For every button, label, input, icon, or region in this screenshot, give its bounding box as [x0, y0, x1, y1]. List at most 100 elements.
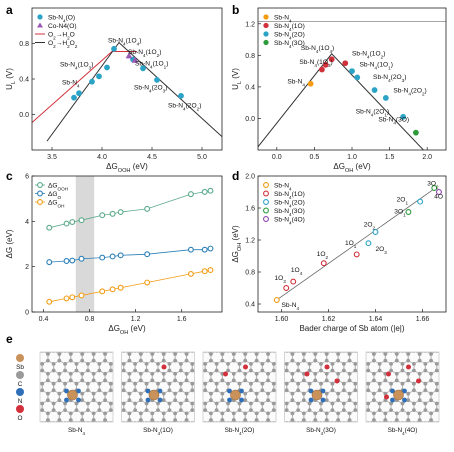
carbon-atom [232, 412, 236, 416]
carbon-atom [198, 412, 202, 416]
carbon-atom [145, 349, 149, 353]
data-label: Sb-N4 [282, 302, 300, 311]
bond [194, 430, 200, 433]
carbon-atom [190, 408, 194, 412]
bond [199, 311, 205, 314]
carbon-atom [215, 388, 219, 392]
carbon-atom [133, 349, 137, 353]
bond [215, 321, 221, 324]
carbon-atom [198, 418, 202, 422]
data-point [413, 130, 418, 135]
bond [31, 321, 37, 324]
bond [412, 331, 418, 334]
bond [59, 430, 65, 433]
carbon-atom [260, 382, 264, 386]
legend-swatch [264, 200, 269, 205]
bond [232, 341, 238, 344]
bond [298, 311, 304, 314]
carbon-atom [86, 388, 90, 392]
bond [247, 311, 253, 314]
bond [187, 430, 193, 433]
bond [71, 341, 77, 344]
bond [54, 430, 60, 433]
carbon-atom [116, 412, 120, 416]
bond [395, 440, 401, 443]
bond [2, 420, 8, 423]
bond [77, 321, 83, 324]
bond [101, 440, 107, 443]
carbon-atom [145, 382, 149, 386]
carbon-atom [249, 421, 253, 425]
panel-letter-d: d [232, 169, 239, 183]
bond [14, 351, 20, 354]
bond [128, 430, 134, 433]
bond [151, 321, 157, 324]
carbon-atom [179, 362, 183, 366]
bond [372, 440, 378, 443]
carbon-atom [35, 379, 39, 383]
bond [25, 410, 31, 413]
bond [42, 331, 48, 334]
carbon-atom [40, 388, 44, 392]
carbon-atom [209, 379, 213, 383]
data-point [145, 206, 150, 211]
carbon-atom [255, 379, 259, 383]
bond [78, 440, 84, 443]
bond [344, 440, 350, 443]
bond [287, 440, 293, 443]
x-tick-label: 0.0 [272, 154, 282, 161]
legend-swatch [38, 15, 43, 20]
carbon-atom [52, 362, 56, 366]
bond [157, 341, 163, 344]
carbon-atom [278, 359, 282, 363]
bond [65, 331, 71, 334]
bond [95, 341, 101, 344]
x-tick-label: 1.0 [347, 154, 357, 161]
carbon-atom [260, 349, 264, 353]
carbon-atom [46, 392, 50, 396]
bond [264, 311, 270, 314]
carbon-atom [52, 408, 56, 412]
carbon-atom [128, 412, 132, 416]
carbon-atom [179, 369, 183, 373]
bond [264, 341, 270, 344]
bond [192, 440, 198, 443]
carbon-atom [232, 359, 236, 363]
bond [221, 331, 227, 334]
bond [2, 400, 8, 403]
carbon-atom [63, 421, 67, 425]
bond [199, 321, 205, 324]
bond [0, 410, 2, 413]
bond [390, 440, 396, 443]
carbon-atom [103, 359, 107, 363]
carbon-atom [179, 421, 183, 425]
bond [275, 341, 281, 344]
nitrogen-atom [146, 398, 151, 403]
bond [77, 440, 83, 443]
carbon-atom [179, 408, 183, 412]
bond [147, 440, 153, 443]
carbon-atom [196, 392, 200, 396]
bond [320, 341, 326, 344]
data-label: 2O2 [364, 221, 376, 230]
bond [0, 361, 2, 364]
panel-letter-e: e [6, 332, 13, 346]
bond [182, 311, 188, 314]
bond [95, 331, 101, 334]
bond [205, 430, 211, 433]
data-point [71, 95, 76, 100]
legend-swatch [264, 183, 269, 188]
carbon-atom [115, 379, 119, 383]
bond [355, 430, 361, 433]
carbon-atom [116, 379, 120, 383]
bond [48, 331, 54, 334]
bond [241, 331, 247, 334]
data-point [100, 255, 105, 260]
bond [157, 321, 163, 324]
carbon-atom [97, 369, 101, 373]
bond [95, 321, 101, 324]
carbon-atom [232, 372, 236, 376]
bond [148, 440, 154, 443]
bond [67, 321, 73, 324]
legend-label: Sb-N4(3O) [274, 208, 305, 217]
